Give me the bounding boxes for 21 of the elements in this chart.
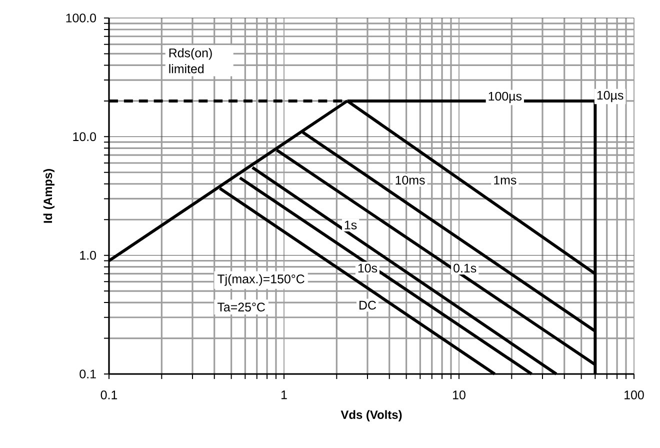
annotation: Ta=25°C xyxy=(217,302,265,312)
annotation: Rds(on) limited xyxy=(169,48,212,74)
x-axis-title: Vds (Volts) xyxy=(340,410,402,422)
x-tick-label: 0.1 xyxy=(100,390,118,400)
series-label: 10ms xyxy=(396,176,425,185)
series-label: DC xyxy=(360,300,376,310)
series-label: 100µs xyxy=(488,92,522,104)
x-tick-label: 100 xyxy=(624,390,644,400)
annotation: Tj(max.)=150°C xyxy=(217,274,304,286)
y-tick-label: 100.0 xyxy=(66,14,96,22)
series-label: 1s xyxy=(344,220,357,230)
y-tick-label: 1.0 xyxy=(80,250,96,260)
y-tick-label: 0.1 xyxy=(80,370,96,378)
series-label: 1ms xyxy=(494,176,516,185)
series-label: 0.1s xyxy=(454,264,476,273)
series-label: 10s xyxy=(358,264,378,273)
x-tick-label: 10 xyxy=(453,390,466,400)
y-tick-label: 10.0 xyxy=(73,132,96,142)
series-label: 10µs xyxy=(597,90,624,102)
x-tick-label: 1 xyxy=(281,390,287,400)
y-axis-title: Id (Amps) xyxy=(43,169,54,223)
